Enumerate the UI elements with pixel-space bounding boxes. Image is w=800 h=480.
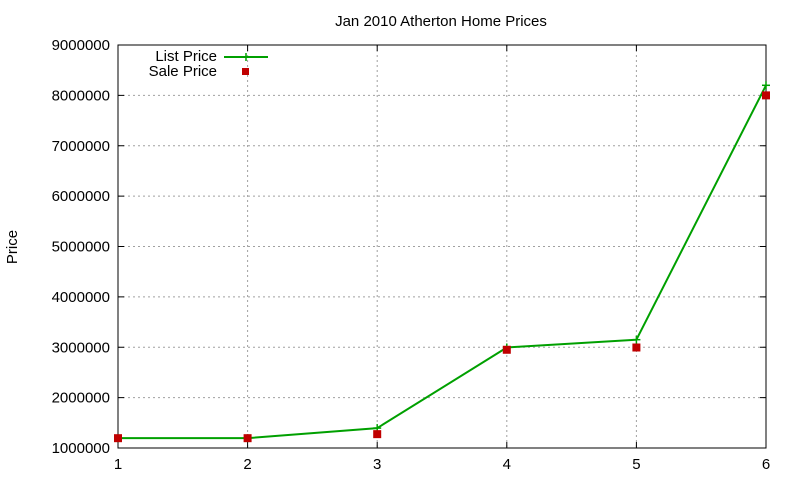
y-tick-label: 3000000 bbox=[52, 339, 110, 356]
y-tick-label: 8000000 bbox=[52, 87, 110, 104]
chart-title: Jan 2010 Atherton Home Prices bbox=[335, 13, 547, 30]
plot-frame bbox=[117, 44, 767, 449]
series bbox=[114, 81, 770, 443]
y-tick-label: 4000000 bbox=[52, 289, 110, 306]
x-tick-label: 4 bbox=[503, 456, 511, 473]
legend-marker-list-price bbox=[242, 53, 250, 61]
sale-price-point bbox=[632, 343, 641, 352]
y-axis-label: Price bbox=[4, 230, 21, 264]
legend-label-sale-price: Sale Price bbox=[149, 63, 217, 80]
x-tick-label: 3 bbox=[373, 456, 381, 473]
legend-marker-sale-price bbox=[242, 68, 249, 75]
y-tick-label: 7000000 bbox=[52, 138, 110, 155]
list-price-line bbox=[118, 84, 767, 440]
sale-price-point bbox=[762, 91, 770, 100]
y-tick-label: 6000000 bbox=[52, 188, 110, 205]
y-tick-label: 2000000 bbox=[52, 390, 110, 407]
sale-price-point bbox=[502, 345, 511, 354]
list-price-point bbox=[632, 335, 641, 344]
y-tick-label: 9000000 bbox=[52, 37, 110, 54]
legend: List Price Sale Price bbox=[149, 48, 268, 80]
x-tick-label: 1 bbox=[114, 456, 122, 473]
y-tick-label: 5000000 bbox=[52, 239, 110, 256]
sale-price-point bbox=[373, 430, 382, 439]
x-tick-label: 6 bbox=[762, 456, 770, 473]
sale-price-point bbox=[114, 434, 122, 443]
x-tick-label: 2 bbox=[243, 456, 251, 473]
list-price-point bbox=[762, 81, 770, 90]
sale-price-point bbox=[243, 434, 252, 443]
y-tick-label: 1000000 bbox=[52, 440, 110, 457]
legend-label-list-price: List Price bbox=[155, 48, 217, 65]
axis-ticks: 1000000 2000000 3000000 4000000 5000000 60000… bbox=[52, 37, 771, 473]
x-tick-label: 5 bbox=[632, 456, 640, 473]
